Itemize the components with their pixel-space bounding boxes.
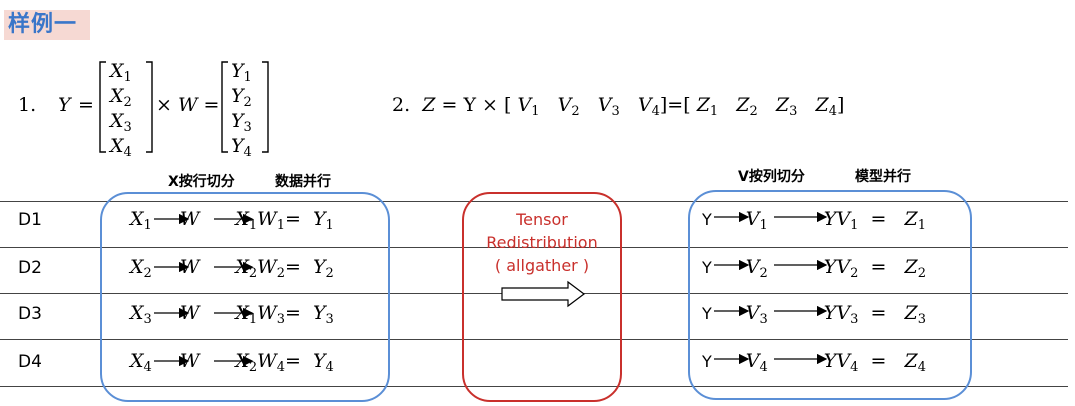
tensor-redistribution-label: Tensor Redistribution ( allgather ) bbox=[486, 210, 598, 275]
eq2-z: Z bbox=[422, 94, 436, 116]
eq1-times-w: × W = bbox=[156, 94, 220, 116]
left-chain-row: X2 W X2W2= Y2 bbox=[130, 256, 334, 281]
device-label: D3 bbox=[18, 304, 42, 324]
right-chain-row: Y V1 YV1 = Z1 bbox=[702, 208, 926, 233]
right-chain-arrows bbox=[714, 211, 828, 365]
right-arrow-icon bbox=[501, 280, 585, 308]
right-chain-row: Y V4 YV4 = Z4 bbox=[702, 350, 926, 375]
eq1-x-column: X1 X2 X3 X4 bbox=[110, 60, 132, 160]
header-data-parallel: 数据并行 bbox=[275, 174, 331, 190]
eq1-x-matrix-brackets bbox=[99, 61, 153, 153]
row-divider bbox=[0, 201, 1068, 202]
right-chain-row: Y V3 YV3 = Z3 bbox=[702, 302, 926, 327]
left-chain-row: X3 W X1W3= Y3 bbox=[130, 302, 334, 327]
eq2-number: 2. bbox=[392, 94, 411, 116]
device-label: D4 bbox=[18, 352, 42, 372]
header-model-parallel: 模型并行 bbox=[855, 169, 911, 185]
eq1-y-column: Y1 Y2 Y3 Y4 bbox=[231, 60, 252, 160]
eq1-number: 1. bbox=[18, 94, 37, 116]
device-label: D1 bbox=[18, 210, 42, 230]
eq1-y-matrix-brackets bbox=[221, 61, 269, 153]
eq2-mid: = Y × [ bbox=[441, 94, 512, 116]
tensor-redistribution-box bbox=[462, 192, 622, 402]
row-divider bbox=[0, 247, 1068, 248]
page-title: 样例一 bbox=[8, 12, 78, 37]
right-chain-row: Y V2 YV2 = Z2 bbox=[702, 256, 926, 281]
header-row-split: X按行切分 bbox=[168, 174, 235, 190]
row-divider bbox=[0, 339, 1068, 340]
left-chain-arrows bbox=[154, 213, 254, 367]
eq2-eq: ]=[ bbox=[659, 94, 691, 116]
model-parallel-box bbox=[688, 190, 972, 400]
eq2: 2. Z = Y × [ V1 V2 V3 V4]=[ Z1 Z2 Z3 Z4] bbox=[392, 94, 845, 119]
eq1-lhs: Y bbox=[58, 94, 71, 116]
device-label: D2 bbox=[18, 258, 42, 278]
data-parallel-box bbox=[100, 192, 390, 402]
header-col-split: V按列切分 bbox=[738, 169, 805, 185]
title-background bbox=[4, 10, 90, 40]
row-divider bbox=[0, 386, 1068, 387]
eq1-equals: = bbox=[78, 94, 94, 116]
